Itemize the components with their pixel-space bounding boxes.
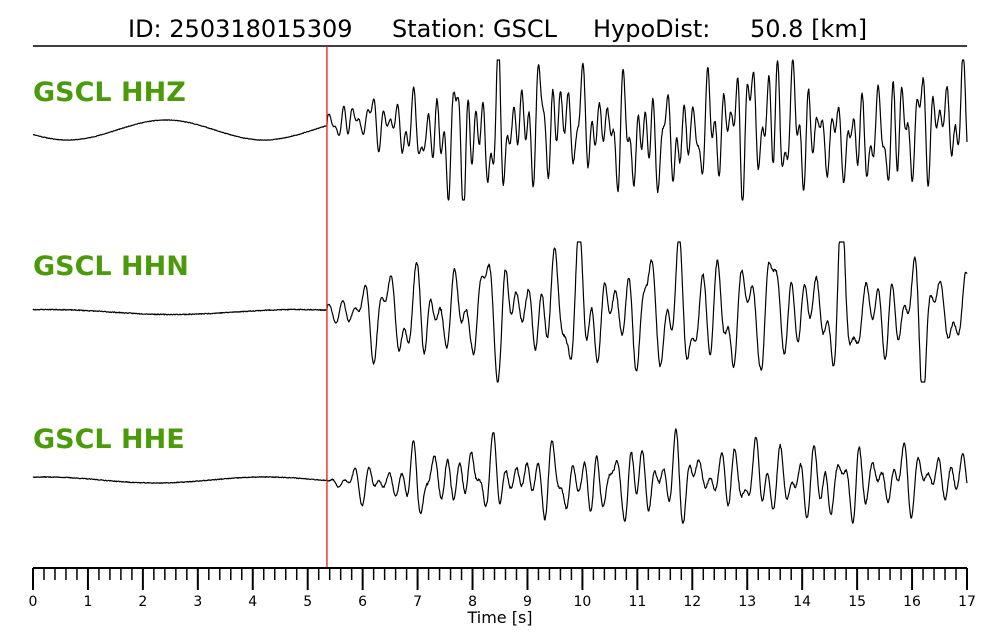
tick-label: 6 <box>358 594 367 610</box>
channel-label-hhe: GSCL HHE <box>33 424 185 455</box>
hypodist-title: HypoDist: <box>593 15 710 43</box>
waveform-hhz <box>32 59 968 201</box>
tick-label: 3 <box>193 594 202 610</box>
tick-label: 8 <box>468 594 477 610</box>
waveform-hhe <box>32 428 968 524</box>
waveform-hhn <box>32 241 968 383</box>
tick-label: 7 <box>413 594 422 610</box>
tick-label: 11 <box>628 594 646 610</box>
channel-label-hhn: GSCL HHN <box>33 251 189 282</box>
hypodist-value: 50.8 [km] <box>750 15 867 43</box>
tick-label: 5 <box>303 594 312 610</box>
time-axis: 0 1 2 3 4 5 6 7 8 9 10 11 12 13 14 15 16 17 <box>29 567 976 610</box>
tick-label: 0 <box>29 594 38 610</box>
tick-label: 15 <box>848 594 866 610</box>
tick-label: 1 <box>83 594 92 610</box>
tick-label: 4 <box>248 594 257 610</box>
tick-label: 16 <box>903 594 921 610</box>
tick-label: 17 <box>958 594 976 610</box>
tick-label: 9 <box>523 594 532 610</box>
time-axis-label: Time [s] <box>466 608 532 627</box>
tick-label: 2 <box>138 594 147 610</box>
tick-label: 10 <box>573 594 591 610</box>
tick-label: 14 <box>793 594 811 610</box>
event-id-title: ID: 250318015309 <box>128 15 353 43</box>
station-title: Station: GSCL <box>392 15 558 43</box>
tick-label: 13 <box>738 594 756 610</box>
tick-label: 12 <box>683 594 701 610</box>
channel-label-hhz: GSCL HHZ <box>33 77 186 108</box>
